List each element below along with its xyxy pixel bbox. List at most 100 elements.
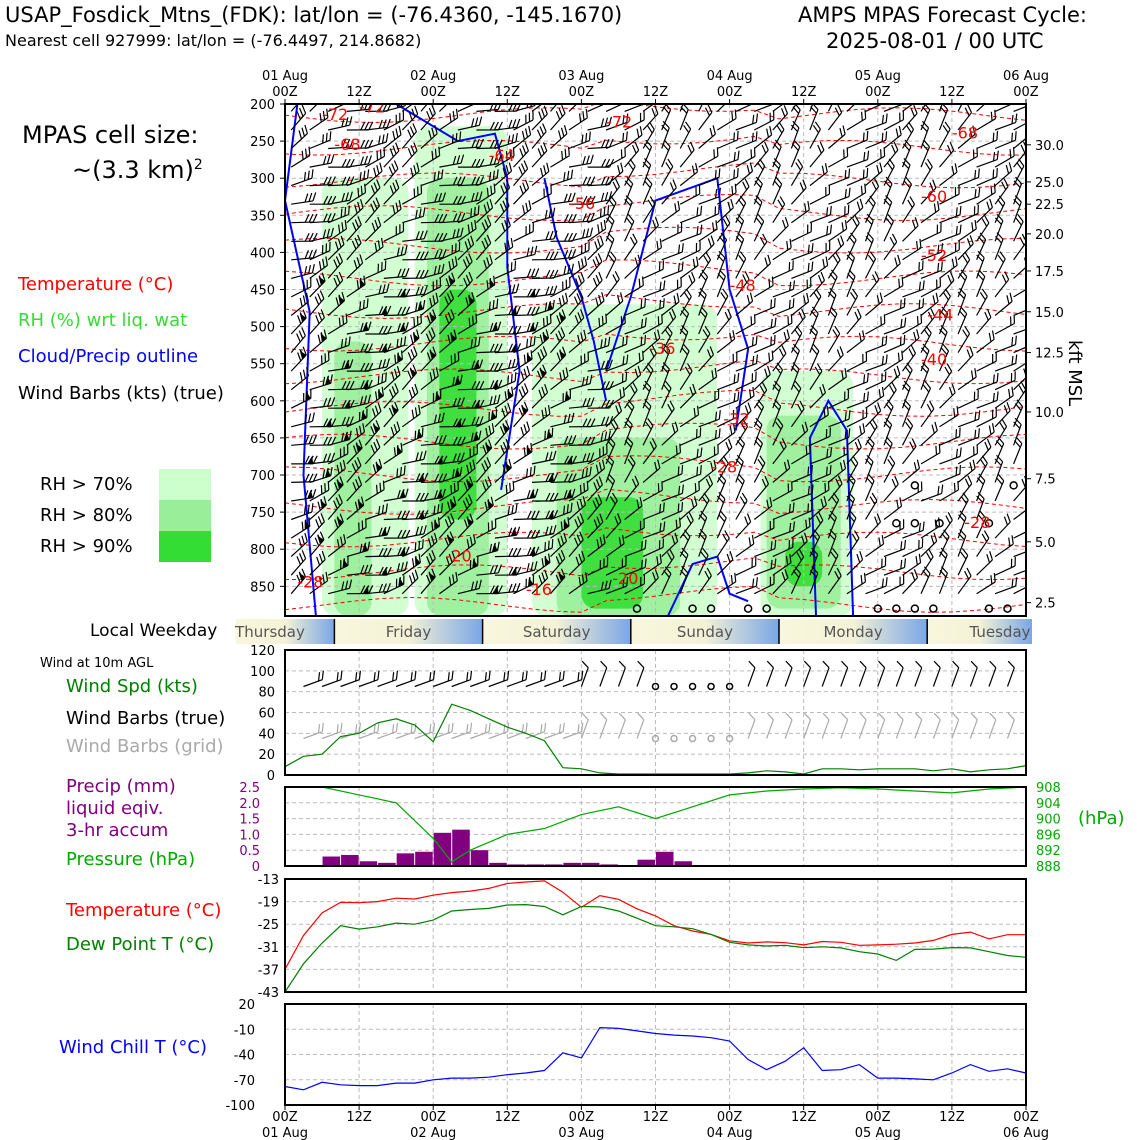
precip-bar [489, 862, 507, 866]
wind-barb-true [432, 670, 454, 688]
pressure-ytick-label: 900 [1036, 813, 1061, 828]
wind-barb-grid [877, 712, 886, 739]
wind-barb-grid [395, 722, 417, 740]
wind-barb [402, 525, 427, 539]
wind-barb-grid [470, 722, 491, 740]
wind-barb-true [988, 660, 997, 687]
wind-barb [939, 512, 953, 539]
wind-barb [679, 427, 702, 446]
wind-barb [402, 539, 424, 558]
wind-barb [346, 275, 366, 298]
wind-barb [717, 130, 739, 150]
wind-barb [568, 154, 594, 168]
wind-barb [698, 147, 719, 168]
wind-barb [679, 224, 703, 242]
wind-barb [679, 512, 694, 539]
wind-barb [365, 372, 387, 391]
weekday-name: Monday [823, 623, 882, 641]
wind-barb [679, 465, 702, 483]
wind-barb [717, 352, 738, 372]
wind-barb [531, 346, 548, 372]
wind-barb [587, 579, 612, 595]
wind-barb-grid [525, 722, 547, 740]
wind-barb [309, 513, 325, 539]
kft-tick-label: 5.0 [1035, 536, 1056, 551]
wind-barb [439, 195, 466, 205]
wind-barb [772, 418, 784, 446]
wind-barb [605, 131, 628, 150]
wind-barb [717, 391, 740, 409]
wind-barb [420, 389, 442, 409]
wind-barb [420, 517, 441, 539]
wind-barb [679, 383, 697, 409]
wind-barb-grid [840, 712, 849, 739]
wind-barb [920, 566, 931, 594]
wind-barb [994, 271, 1010, 298]
wind-barb [1013, 399, 1024, 428]
wind-barb [902, 314, 923, 335]
wind-barb [605, 113, 629, 131]
wind-barbs-true-label: Wind Barbs (true) [66, 708, 226, 729]
wind-barb [365, 566, 392, 576]
wind-barb [309, 418, 337, 428]
wind-barb [364, 458, 383, 483]
wind-barb [772, 196, 786, 224]
wind-barb [476, 394, 501, 409]
wind-barb [827, 346, 844, 372]
cycle-time: 2025-08-01 / 00 UTC [826, 29, 1044, 53]
precip-bar [341, 854, 359, 866]
wind-barb [698, 475, 714, 502]
wind-panel-title: Wind at 10m AGL [40, 656, 154, 671]
wind-barb [920, 277, 942, 298]
wind-barb [809, 104, 819, 131]
wind-barb-true [1006, 660, 1015, 687]
cell-size-value: ~(3.3 km)2 [72, 156, 203, 184]
wind-barb [346, 104, 373, 112]
wind-barb [735, 418, 749, 446]
wind-barb [994, 354, 1018, 372]
wind-barb [698, 346, 715, 372]
wind-barb [438, 290, 455, 316]
wind-barb [568, 351, 589, 372]
wind-barb-true [895, 660, 904, 687]
wind-barb [476, 518, 497, 539]
precip-label-3: 3-hr accum [66, 820, 169, 841]
wind-barb [828, 187, 851, 205]
wind-barb [883, 381, 897, 409]
isotherm-label: -72 [322, 105, 348, 124]
wind-barb [439, 108, 459, 131]
wind-barb [494, 402, 512, 428]
wind-barb [902, 553, 922, 576]
wind-barb [846, 408, 868, 428]
precip-bar [656, 851, 674, 866]
legend-rh80: RH > 80% [40, 505, 133, 526]
wind-barb [1013, 343, 1026, 354]
wind-barb [365, 118, 391, 131]
wind-barb [754, 539, 777, 558]
pressure-tick-label: 300 [250, 172, 275, 187]
wind-barb [346, 321, 372, 335]
wind-barb-grid [432, 722, 454, 740]
wind-barb [790, 548, 805, 576]
wind-barb [624, 110, 645, 131]
wind-barb [994, 335, 1017, 354]
wind-barb [438, 531, 455, 557]
wind-barb [772, 521, 796, 539]
wind-barb [494, 526, 521, 539]
wind-barb [328, 579, 353, 595]
wind-barb [309, 329, 328, 354]
wind-barb [698, 529, 707, 557]
wind-barb [679, 241, 701, 261]
wind-barb [327, 235, 345, 261]
wind-barb [568, 227, 594, 242]
isotherm-label: -28 [297, 573, 323, 592]
wind-barb [365, 503, 388, 521]
wind-barb [531, 329, 550, 354]
wind-barb [957, 104, 969, 112]
calm-circle [910, 481, 920, 490]
wind-barb [402, 450, 427, 465]
wind-barb [976, 269, 986, 298]
precip-bar [452, 829, 470, 866]
wind-barb [290, 292, 309, 316]
wind-barb [420, 367, 439, 391]
